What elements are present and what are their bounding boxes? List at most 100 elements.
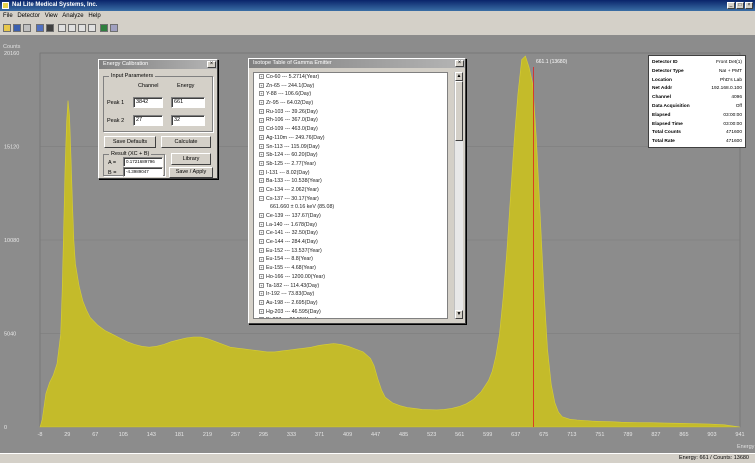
expand-icon[interactable]: +: [259, 291, 264, 297]
expand-icon[interactable]: +: [259, 74, 264, 80]
isotope-item[interactable]: + Au-198 --- 2.695(Day): [254, 299, 447, 308]
print-icon[interactable]: [23, 24, 31, 32]
expand-icon[interactable]: +: [259, 126, 264, 132]
chart-icon[interactable]: [100, 24, 108, 32]
isotope-item[interactable]: + Co-60 --- 5.2714(Year): [254, 73, 447, 82]
expand-icon[interactable]: +: [259, 239, 264, 245]
expand-icon[interactable]: +: [259, 134, 264, 140]
menu-detector[interactable]: Detector: [17, 13, 41, 19]
peak1-channel-field[interactable]: 3842: [133, 97, 163, 108]
expand-icon[interactable]: +: [259, 169, 264, 175]
scroll-down-button[interactable]: ▼: [455, 310, 463, 319]
isotope-item[interactable]: + I-131 --- 8.02(Day): [254, 169, 447, 178]
isotope-item[interactable]: − Cs-137 --- 30.17(Year): [254, 195, 447, 204]
minimize-button[interactable]: _: [727, 2, 735, 9]
isotope-item[interactable]: + Rh-106 --- 367.0(Day): [254, 116, 447, 125]
camera-icon[interactable]: [110, 24, 118, 32]
isotope-item[interactable]: + Hg-203 --- 46.595(Day): [254, 308, 447, 317]
calibration-title-bar[interactable]: Energy Calibration ×: [99, 60, 217, 69]
scroll-up-button[interactable]: ▲: [455, 72, 463, 81]
peak1-energy-field[interactable]: 661: [171, 97, 205, 108]
library-close-button[interactable]: ×: [455, 60, 464, 67]
expand-icon[interactable]: +: [259, 213, 264, 219]
expand-icon[interactable]: +: [259, 117, 264, 123]
menu-view[interactable]: View: [44, 13, 58, 19]
menu-help[interactable]: Help: [88, 13, 101, 19]
stop-icon[interactable]: [46, 24, 54, 32]
maximize-button[interactable]: □: [736, 2, 744, 9]
isotope-item[interactable]: + Sb-124 --- 60.20(Day): [254, 151, 447, 160]
b-value-field[interactable]: -4.3989047: [123, 167, 163, 177]
a-value-field[interactable]: 0.1721689796: [123, 157, 163, 167]
isotope-item[interactable]: + Y-88 --- 106.6(Day): [254, 90, 447, 99]
expand-icon[interactable]: +: [259, 265, 264, 271]
isotope-library-dialog: Isotope Table of Gamma Emitter × + Co-60 …: [248, 58, 466, 324]
expand-icon[interactable]: +: [259, 187, 264, 193]
isotope-item[interactable]: + Eu-152 --- 13.537(Year): [254, 247, 447, 256]
isotope-item[interactable]: + Zn-65 --- 244.1(Day): [254, 82, 447, 91]
isotope-item[interactable]: +Bi-207 --- 31.55(Year): [254, 316, 447, 318]
isotope-item[interactable]: + Ce-141 --- 32.50(Day): [254, 229, 447, 238]
isotope-energy-line[interactable]: 661.660 ± 0.16 keV (85.08): [254, 203, 447, 212]
expand-icon[interactable]: +: [259, 108, 264, 114]
expand-icon[interactable]: +: [259, 152, 264, 158]
app-icon: [2, 2, 9, 9]
expand-icon[interactable]: +: [259, 317, 264, 318]
library-title-bar[interactable]: Isotope Table of Gamma Emitter ×: [249, 59, 465, 68]
peak2-energy-field[interactable]: 32: [171, 115, 205, 126]
info-key: Detector ID: [652, 60, 678, 65]
expand-icon[interactable]: +: [259, 100, 264, 106]
calibration-close-button[interactable]: ×: [207, 61, 216, 68]
peak2-channel-field[interactable]: 27: [133, 115, 163, 126]
isotope-item[interactable]: + Eu-155 --- 4.68(Year): [254, 264, 447, 273]
expand-icon[interactable]: +: [259, 160, 264, 166]
isotope-item[interactable]: + Cd-109 --- 463.0(Day): [254, 125, 447, 134]
isotope-item[interactable]: + Sb-125 --- 2.77(Year): [254, 160, 447, 169]
scroll-thumb[interactable]: [455, 81, 463, 141]
isotope-item[interactable]: + Eu-154 --- 8.8(Year): [254, 255, 447, 264]
isotope-item[interactable]: + Sn-113 --- 115.09(Day): [254, 143, 447, 152]
expand-icon[interactable]: +: [259, 299, 264, 305]
library-scrollbar[interactable]: ▲ ▼: [454, 72, 463, 319]
isotope-item[interactable]: + Ag-110m --- 249.76(Day): [254, 134, 447, 143]
menu-file[interactable]: File: [3, 13, 13, 19]
menu-analyze[interactable]: Analyze: [62, 13, 84, 19]
isotope-item[interactable]: + Cs-134 --- 2.062(Year): [254, 186, 447, 195]
isotope-item[interactable]: + Zr-95 --- 64.02(Day): [254, 99, 447, 108]
calculate-button[interactable]: Calculate: [161, 136, 211, 148]
isotope-item[interactable]: + Ru-103 --- 39.26(Day): [254, 108, 447, 117]
save-icon[interactable]: [13, 24, 21, 32]
expand-icon[interactable]: +: [259, 82, 264, 88]
expand-icon[interactable]: +: [259, 273, 264, 279]
expand-icon[interactable]: +: [259, 91, 264, 97]
expand-icon[interactable]: +: [259, 143, 264, 149]
cursor-icon[interactable]: [58, 24, 66, 32]
detector-icon[interactable]: [36, 24, 44, 32]
isotope-item[interactable]: + Ho-166 --- 1200.00(Year): [254, 273, 447, 282]
expand-icon[interactable]: +: [259, 221, 264, 227]
save-defaults-button[interactable]: Save Defaults: [104, 136, 156, 148]
zoom-icon[interactable]: [68, 24, 76, 32]
isotope-tree[interactable]: + Co-60 --- 5.2714(Year) + Zn-65 --- 244.1(…: [253, 72, 448, 319]
expand-icon[interactable]: +: [259, 178, 264, 184]
app-title-bar[interactable]: NaI Lite Medical Systems, Inc. _ □ ×: [0, 0, 755, 11]
expand-icon[interactable]: +: [259, 247, 264, 253]
isotope-item[interactable]: + Ce-144 --- 284.4(Day): [254, 238, 447, 247]
library-title: Isotope Table of Gamma Emitter: [253, 60, 332, 66]
isotope-item[interactable]: + Ba-133 --- 10.538(Year): [254, 177, 447, 186]
save-apply-button[interactable]: Save / Apply: [169, 167, 213, 178]
open-icon[interactable]: [3, 24, 11, 32]
library-button[interactable]: Library: [171, 153, 211, 165]
isotope-item[interactable]: + La-140 --- 1.678(Day): [254, 221, 447, 230]
expand-icon[interactable]: +: [259, 230, 264, 236]
expand-icon[interactable]: −: [259, 195, 264, 201]
close-button[interactable]: ×: [745, 2, 753, 9]
expand-icon[interactable]: +: [259, 256, 264, 262]
peak-icon[interactable]: [78, 24, 86, 32]
isotope-item[interactable]: + Ir-192 --- 73.83(Day): [254, 290, 447, 299]
isotope-item[interactable]: + Ta-182 --- 114.43(Day): [254, 282, 447, 291]
isotope-item[interactable]: + Ce-139 --- 137.67(Day): [254, 212, 447, 221]
expand-icon[interactable]: +: [259, 282, 264, 288]
expand-icon[interactable]: +: [259, 308, 264, 314]
region-icon[interactable]: [88, 24, 96, 32]
